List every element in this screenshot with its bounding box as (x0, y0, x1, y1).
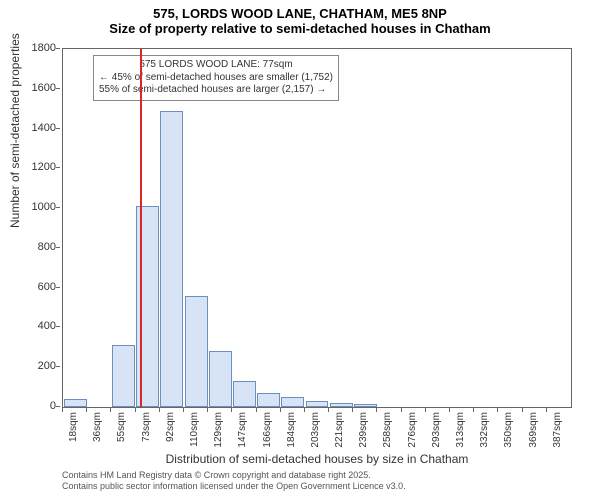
y-tick-mark (56, 247, 60, 248)
y-tick-mark (56, 326, 60, 327)
chart-title-sub: Size of property relative to semi-detach… (0, 21, 600, 36)
x-tick-label: 92sqm (165, 412, 176, 452)
x-tick-label: 332sqm (479, 412, 490, 452)
x-tick-label: 387sqm (552, 412, 563, 452)
y-tick-label: 400 (38, 320, 56, 332)
y-tick-label: 800 (38, 241, 56, 253)
y-tick-label: 1400 (32, 122, 56, 134)
attribution-line-2: Contains public sector information licen… (62, 481, 406, 492)
x-tick-label: 276sqm (407, 412, 418, 452)
x-tick-mark (159, 408, 160, 412)
x-tick-mark (183, 408, 184, 412)
y-tick-label: 1000 (32, 201, 56, 213)
y-tick-label: 1600 (32, 82, 56, 94)
histogram-bar (185, 296, 208, 407)
x-tick-mark (256, 408, 257, 412)
x-tick-label: 313sqm (455, 412, 466, 452)
y-tick-label: 200 (38, 360, 56, 372)
x-tick-mark (62, 408, 63, 412)
y-tick-label: 600 (38, 281, 56, 293)
histogram-bar (257, 393, 280, 407)
x-tick-label: 36sqm (92, 412, 103, 452)
x-tick-mark (352, 408, 353, 412)
x-tick-label: 147sqm (237, 412, 248, 452)
histogram-bar (306, 401, 329, 407)
histogram-bar (281, 397, 304, 407)
x-tick-label: 350sqm (503, 412, 514, 452)
histogram-bar (160, 111, 183, 407)
x-tick-mark (546, 408, 547, 412)
x-tick-label: 221sqm (334, 412, 345, 452)
chart-title-main: 575, LORDS WOOD LANE, CHATHAM, ME5 8NP (0, 0, 600, 21)
x-tick-label: 18sqm (68, 412, 79, 452)
x-tick-mark (110, 408, 111, 412)
x-tick-mark (449, 408, 450, 412)
x-tick-label: 369sqm (528, 412, 539, 452)
y-tick-mark (56, 287, 60, 288)
annotation-line-0: 575 LORDS WOOD LANE: 77sqm (99, 59, 333, 72)
y-tick-mark (56, 48, 60, 49)
histogram-bar (209, 351, 232, 407)
x-tick-label: 73sqm (141, 412, 152, 452)
x-tick-label: 166sqm (262, 412, 273, 452)
x-tick-mark (473, 408, 474, 412)
x-tick-label: 239sqm (358, 412, 369, 452)
x-tick-label: 203sqm (310, 412, 321, 452)
x-tick-mark (425, 408, 426, 412)
histogram-bar (330, 403, 353, 407)
x-tick-mark (328, 408, 329, 412)
x-axis: 18sqm 36sqm 55sqm 73sqm 92sqm 110sqm 129sqm 147… (62, 408, 572, 458)
y-tick-mark (56, 406, 60, 407)
annotation-line-2: 55% of semi-detached houses are larger (… (99, 84, 333, 97)
x-tick-mark (304, 408, 305, 412)
y-tick-label: 1200 (32, 161, 56, 173)
histogram-bar (112, 345, 135, 407)
x-tick-label: 184sqm (286, 412, 297, 452)
histogram-bar (354, 404, 377, 407)
y-tick-mark (56, 207, 60, 208)
y-tick-mark (56, 167, 60, 168)
x-tick-mark (376, 408, 377, 412)
y-tick-mark (56, 366, 60, 367)
y-tick-mark (56, 88, 60, 89)
plot-area: 575 LORDS WOOD LANE: 77sqm ← 45% of semi… (62, 48, 572, 408)
x-tick-label: 110sqm (189, 412, 200, 452)
y-axis: 020040060080010001200140016001800 (0, 48, 60, 408)
attribution-line-1: Contains HM Land Registry data © Crown c… (62, 470, 406, 481)
histogram-bar (64, 399, 87, 407)
x-tick-mark (86, 408, 87, 412)
x-tick-mark (231, 408, 232, 412)
annotation-line-1: ← 45% of semi-detached houses are smalle… (99, 72, 333, 85)
x-tick-label: 258sqm (382, 412, 393, 452)
histogram-bar (233, 381, 256, 407)
x-tick-label: 55sqm (116, 412, 127, 452)
x-tick-mark (207, 408, 208, 412)
y-tick-mark (56, 128, 60, 129)
x-tick-mark (401, 408, 402, 412)
x-tick-label: 129sqm (213, 412, 224, 452)
attribution: Contains HM Land Registry data © Crown c… (62, 470, 406, 492)
reference-line (140, 49, 142, 407)
x-tick-label: 293sqm (431, 412, 442, 452)
x-tick-mark (497, 408, 498, 412)
x-tick-mark (522, 408, 523, 412)
x-tick-mark (280, 408, 281, 412)
annotation-box: 575 LORDS WOOD LANE: 77sqm ← 45% of semi… (93, 55, 339, 101)
y-tick-label: 1800 (32, 42, 56, 54)
x-axis-label: Distribution of semi-detached houses by … (62, 452, 572, 466)
x-tick-mark (135, 408, 136, 412)
chart-container: 575, LORDS WOOD LANE, CHATHAM, ME5 8NP S… (0, 0, 600, 500)
